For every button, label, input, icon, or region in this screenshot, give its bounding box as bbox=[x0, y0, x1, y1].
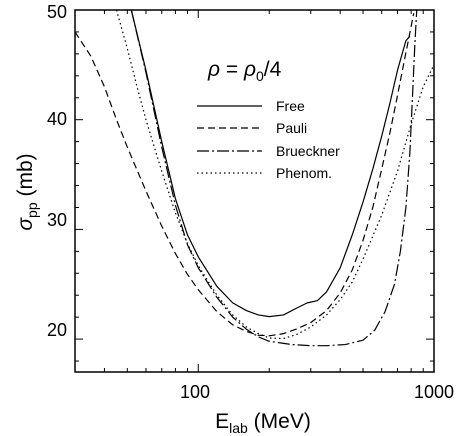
x-tick-label-1000: 1000 bbox=[414, 382, 454, 402]
series-line-pauli bbox=[75, 13, 415, 337]
x-axis-label: Elab (MeV) bbox=[215, 410, 311, 436]
plot-frame bbox=[74, 9, 435, 373]
series-layer bbox=[75, 10, 434, 347]
series-line-brueckner bbox=[130, 10, 418, 347]
legend-label-pauli: Pauli bbox=[276, 120, 307, 136]
legend-label-brueckner: Brueckner bbox=[276, 143, 340, 159]
y-tick-label-50: 50 bbox=[47, 2, 67, 22]
series-line-phenom bbox=[115, 10, 434, 340]
legend-label-phenom: Phenom. bbox=[276, 165, 332, 181]
tick-marks bbox=[74, 9, 435, 372]
x-tick-label-100: 100 bbox=[180, 382, 210, 402]
y-tick-label-20: 20 bbox=[47, 320, 67, 340]
legend-label-free: Free bbox=[276, 98, 305, 114]
y-tick-label-40: 40 bbox=[47, 109, 67, 129]
density-annotation: ρ = ρ0/4 bbox=[207, 58, 282, 84]
legend: Free Pauli Brueckner Phenom. bbox=[197, 98, 340, 181]
y-axis-label: σpp (mb) bbox=[14, 153, 40, 230]
series-line-free bbox=[130, 10, 411, 318]
y-tick-label-30: 30 bbox=[47, 210, 67, 230]
